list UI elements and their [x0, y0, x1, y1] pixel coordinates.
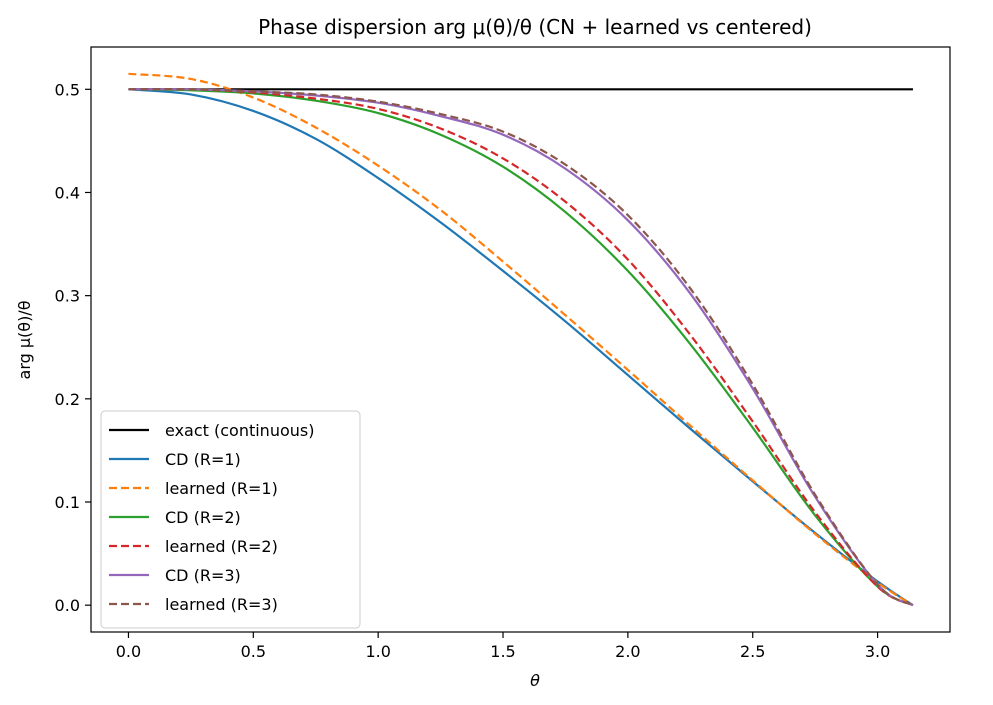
x-tick-label: 0.5	[241, 642, 266, 661]
legend-label: CD (R=3)	[165, 566, 241, 585]
x-tick-label: 2.0	[615, 642, 640, 661]
y-tick-label: 0.1	[55, 493, 80, 512]
x-axis-label: θ	[530, 671, 540, 690]
series-line-cd-r-2	[128, 88, 914, 607]
x-tick-label: 1.0	[365, 642, 390, 661]
x-tick-label: 1.5	[490, 642, 515, 661]
y-tick-label: 0.3	[55, 287, 80, 306]
y-axis-label: arg μ(θ)/θ	[15, 301, 34, 380]
legend-box	[100, 410, 361, 629]
x-tick-label: 0.0	[116, 642, 141, 661]
series-line-learned-r-1	[128, 72, 914, 607]
legend-label: learned (R=2)	[165, 537, 278, 556]
chart-title: Phase dispersion arg μ(θ)/θ (CN + learne…	[258, 15, 812, 39]
legend-label: exact (continuous)	[165, 421, 314, 440]
y-tick-label: 0.4	[55, 183, 80, 202]
legend-label: learned (R=3)	[165, 595, 278, 614]
plot-frame	[90, 46, 951, 633]
series-line-learned-r-2	[128, 87, 914, 607]
legend-label: CD (R=2)	[165, 508, 241, 527]
legend-label: CD (R=1)	[165, 450, 241, 469]
legend: exact (continuous) CD (R=1) learned (R=1) C…	[100, 410, 361, 629]
series-group	[128, 72, 914, 607]
x-tick-label: 3.0	[865, 642, 890, 661]
y-tick-label: 0.5	[55, 80, 80, 99]
x-axis: 0.0 0.5 1.0 1.5 2.0 2.5 3.0	[116, 632, 890, 661]
x-tick-label: 2.5	[740, 642, 765, 661]
y-tick-label: 0.2	[55, 390, 80, 409]
y-axis: 0.0 0.1 0.2 0.3 0.4 0.5	[55, 80, 91, 615]
y-tick-label: 0.0	[55, 596, 80, 615]
series-line-learned-r-3	[128, 88, 914, 607]
legend-label: learned (R=1)	[165, 479, 278, 498]
